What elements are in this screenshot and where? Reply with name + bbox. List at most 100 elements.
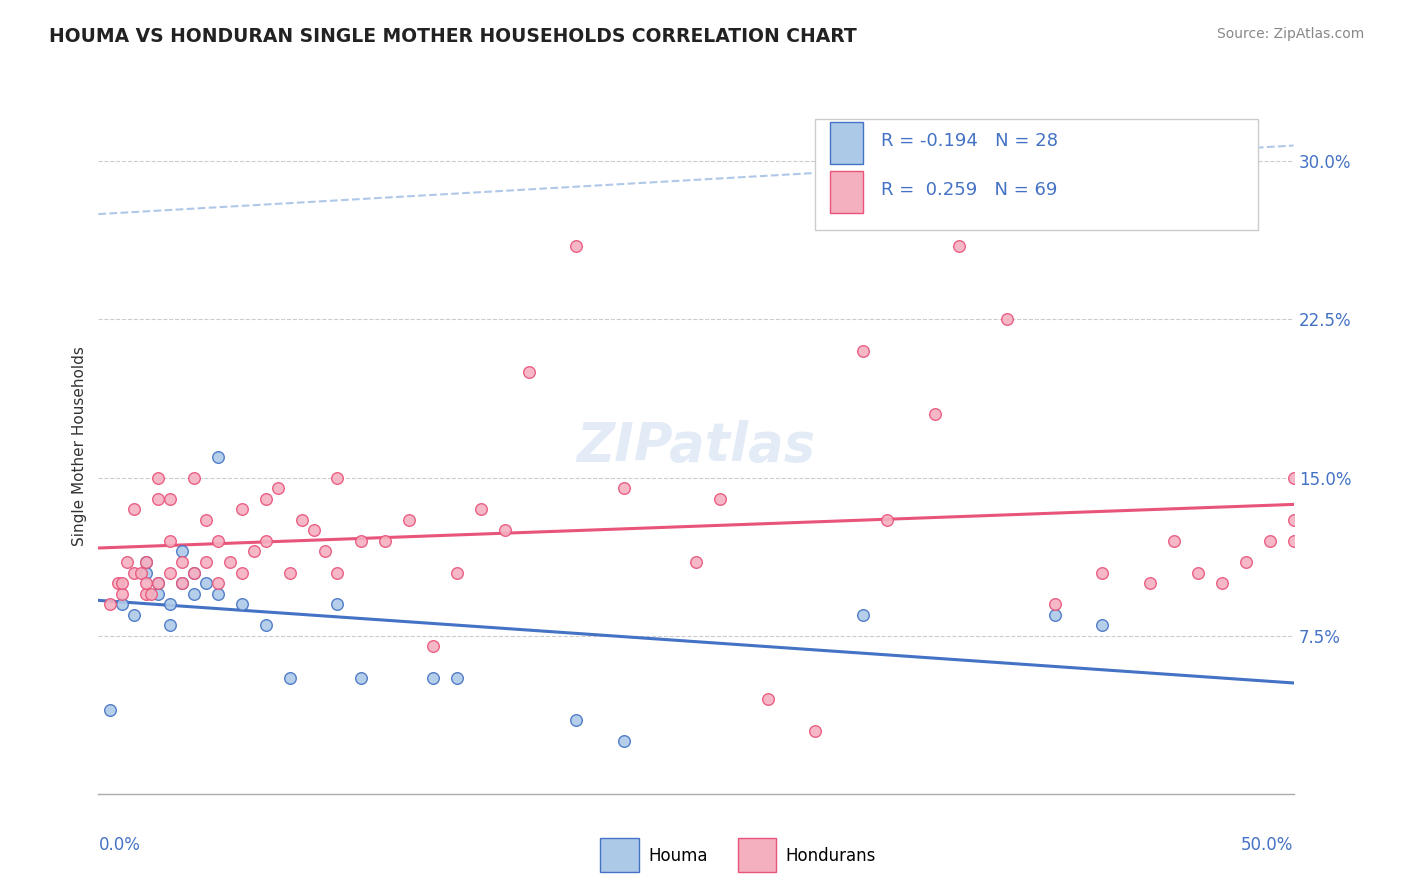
Point — [135, 555, 157, 569]
Point — [1043, 597, 1066, 611]
Point — [1282, 470, 1305, 484]
Point — [159, 597, 181, 611]
Point — [124, 502, 146, 516]
Point — [291, 513, 314, 527]
Bar — [830, 122, 863, 164]
Point — [494, 524, 516, 538]
Text: R =  0.259   N = 69: R = 0.259 N = 69 — [882, 181, 1057, 199]
Point — [1234, 555, 1257, 569]
Point — [159, 566, 181, 580]
Point — [159, 491, 181, 506]
Point — [148, 491, 170, 506]
Point — [565, 713, 588, 727]
Point — [446, 566, 468, 580]
Point — [1211, 576, 1233, 591]
Point — [422, 640, 444, 654]
Point — [398, 513, 420, 527]
Text: Houma: Houma — [648, 847, 707, 865]
Point — [350, 533, 373, 548]
Point — [183, 470, 205, 484]
Point — [195, 576, 218, 591]
Point — [517, 365, 540, 379]
Point — [1043, 607, 1066, 622]
Point — [613, 734, 636, 748]
Point — [852, 607, 875, 622]
Point — [139, 586, 162, 600]
Point — [172, 576, 194, 591]
Point — [172, 576, 194, 591]
Point — [107, 576, 129, 591]
Point — [195, 513, 218, 527]
Point — [1139, 576, 1161, 591]
Text: 50.0%: 50.0% — [1241, 836, 1294, 854]
Point — [135, 586, 157, 600]
Point — [148, 576, 170, 591]
Point — [302, 524, 325, 538]
Point — [326, 597, 349, 611]
Point — [207, 586, 229, 600]
Point — [148, 470, 170, 484]
Point — [1163, 533, 1185, 548]
Text: Hondurans: Hondurans — [786, 847, 876, 865]
Point — [254, 491, 277, 506]
Point — [98, 597, 122, 611]
Point — [756, 692, 779, 706]
Point — [135, 566, 157, 580]
Point — [1187, 566, 1209, 580]
Point — [326, 566, 349, 580]
Point — [1091, 618, 1114, 632]
Point — [565, 238, 588, 252]
Point — [183, 586, 205, 600]
Point — [159, 618, 181, 632]
Point — [613, 481, 636, 495]
Point — [135, 576, 157, 591]
Point — [183, 566, 205, 580]
Point — [278, 566, 301, 580]
Point — [948, 238, 970, 252]
Point — [267, 481, 290, 495]
Point — [231, 566, 253, 580]
Point — [231, 597, 253, 611]
Point — [111, 586, 134, 600]
Point — [111, 576, 134, 591]
Point — [172, 555, 194, 569]
Point — [148, 586, 170, 600]
Point — [278, 671, 301, 685]
Point — [254, 618, 277, 632]
Point — [422, 671, 444, 685]
Point — [1258, 533, 1281, 548]
Bar — [738, 838, 776, 871]
Text: R = -0.194   N = 28: R = -0.194 N = 28 — [882, 132, 1059, 150]
Point — [172, 544, 194, 558]
Point — [183, 566, 205, 580]
FancyBboxPatch shape — [815, 119, 1258, 230]
Point — [1091, 566, 1114, 580]
Point — [159, 533, 181, 548]
Point — [326, 470, 349, 484]
Text: Source: ZipAtlas.com: Source: ZipAtlas.com — [1216, 27, 1364, 41]
Point — [470, 502, 492, 516]
Point — [135, 555, 157, 569]
Point — [124, 566, 146, 580]
Point — [207, 533, 229, 548]
Text: 0.0%: 0.0% — [98, 836, 141, 854]
Point — [195, 555, 218, 569]
Point — [115, 555, 138, 569]
Point — [709, 491, 731, 506]
Point — [207, 450, 229, 464]
Text: HOUMA VS HONDURAN SINGLE MOTHER HOUSEHOLDS CORRELATION CHART: HOUMA VS HONDURAN SINGLE MOTHER HOUSEHOL… — [49, 27, 858, 45]
Point — [446, 671, 468, 685]
Point — [924, 408, 946, 422]
Point — [148, 576, 170, 591]
Point — [131, 566, 153, 580]
Point — [995, 312, 1018, 326]
Point — [219, 555, 242, 569]
Point — [111, 597, 134, 611]
Bar — [600, 838, 638, 871]
Point — [685, 555, 707, 569]
Point — [207, 576, 229, 591]
Point — [374, 533, 396, 548]
Point — [254, 533, 277, 548]
Point — [852, 344, 875, 359]
Point — [98, 702, 122, 716]
